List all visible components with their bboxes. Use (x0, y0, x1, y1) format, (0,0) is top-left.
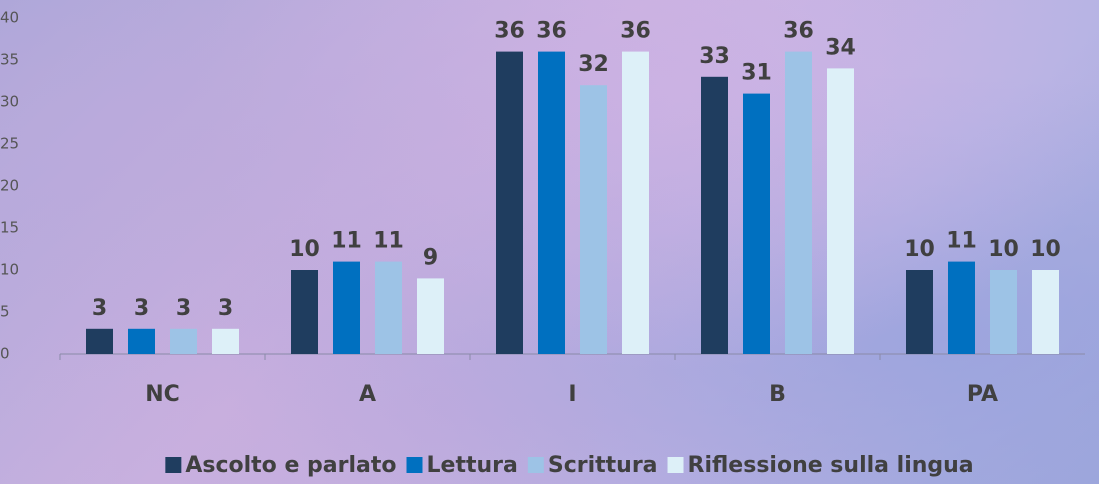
bar (622, 51, 649, 354)
legend-label: Lettura (427, 453, 518, 478)
data-label: 10 (1030, 237, 1061, 262)
data-label: 3 (92, 296, 107, 321)
data-label: 11 (373, 229, 404, 254)
bar (496, 51, 523, 354)
legend-swatch (667, 457, 684, 473)
data-label: 10 (988, 237, 1019, 262)
bar (170, 328, 197, 354)
y-tick-label: 10 (0, 261, 19, 279)
y-tick-label: 0 (0, 345, 10, 363)
y-tick-label: 35 (0, 51, 19, 69)
bar (128, 328, 155, 354)
data-label: 3 (134, 296, 149, 321)
x-tick-label: A (359, 382, 376, 407)
bar (743, 93, 770, 354)
data-label: 9 (423, 245, 438, 270)
y-tick-label: 40 (0, 9, 19, 27)
data-label: 36 (494, 19, 525, 44)
bar (701, 76, 728, 355)
x-tick-label: B (769, 382, 786, 407)
bar (212, 328, 239, 354)
data-label: 3 (176, 296, 191, 321)
data-label: 10 (904, 237, 935, 262)
bar (580, 85, 607, 354)
data-label: 36 (620, 19, 651, 44)
bar (375, 261, 402, 354)
bar (86, 328, 113, 354)
data-label: 36 (536, 19, 567, 44)
bar (827, 68, 854, 355)
y-tick-label: 30 (0, 93, 19, 111)
legend-swatch (527, 457, 544, 473)
legend-label: Ascolto e parlato (185, 453, 396, 478)
y-tick-label: 20 (0, 177, 19, 195)
data-label: 10 (289, 237, 320, 262)
legend-swatch (406, 457, 423, 473)
data-label: 36 (783, 19, 814, 44)
data-label: 33 (699, 44, 730, 69)
data-label: 32 (578, 52, 609, 77)
data-label: 3 (218, 296, 233, 321)
data-label: 11 (946, 229, 977, 254)
bar (333, 261, 360, 354)
bar (291, 270, 318, 354)
legend-swatch (165, 457, 182, 473)
y-tick-label: 25 (0, 135, 19, 153)
y-tick-label: 5 (0, 303, 10, 321)
data-label: 31 (741, 61, 772, 86)
x-tick-label: I (568, 382, 576, 407)
bar (990, 270, 1017, 354)
data-label: 34 (825, 35, 856, 60)
x-tick-label: PA (967, 382, 998, 407)
bar (906, 270, 933, 354)
legend-label: Scrittura (548, 453, 658, 478)
legend-label: Riflessione sulla lingua (688, 453, 974, 478)
bar (948, 261, 975, 354)
bar (538, 51, 565, 354)
bar (417, 278, 444, 354)
data-label: 11 (331, 229, 362, 254)
bar (785, 51, 812, 354)
x-tick-label: NC (145, 382, 180, 407)
bar (1032, 270, 1059, 354)
y-tick-label: 15 (0, 219, 19, 237)
